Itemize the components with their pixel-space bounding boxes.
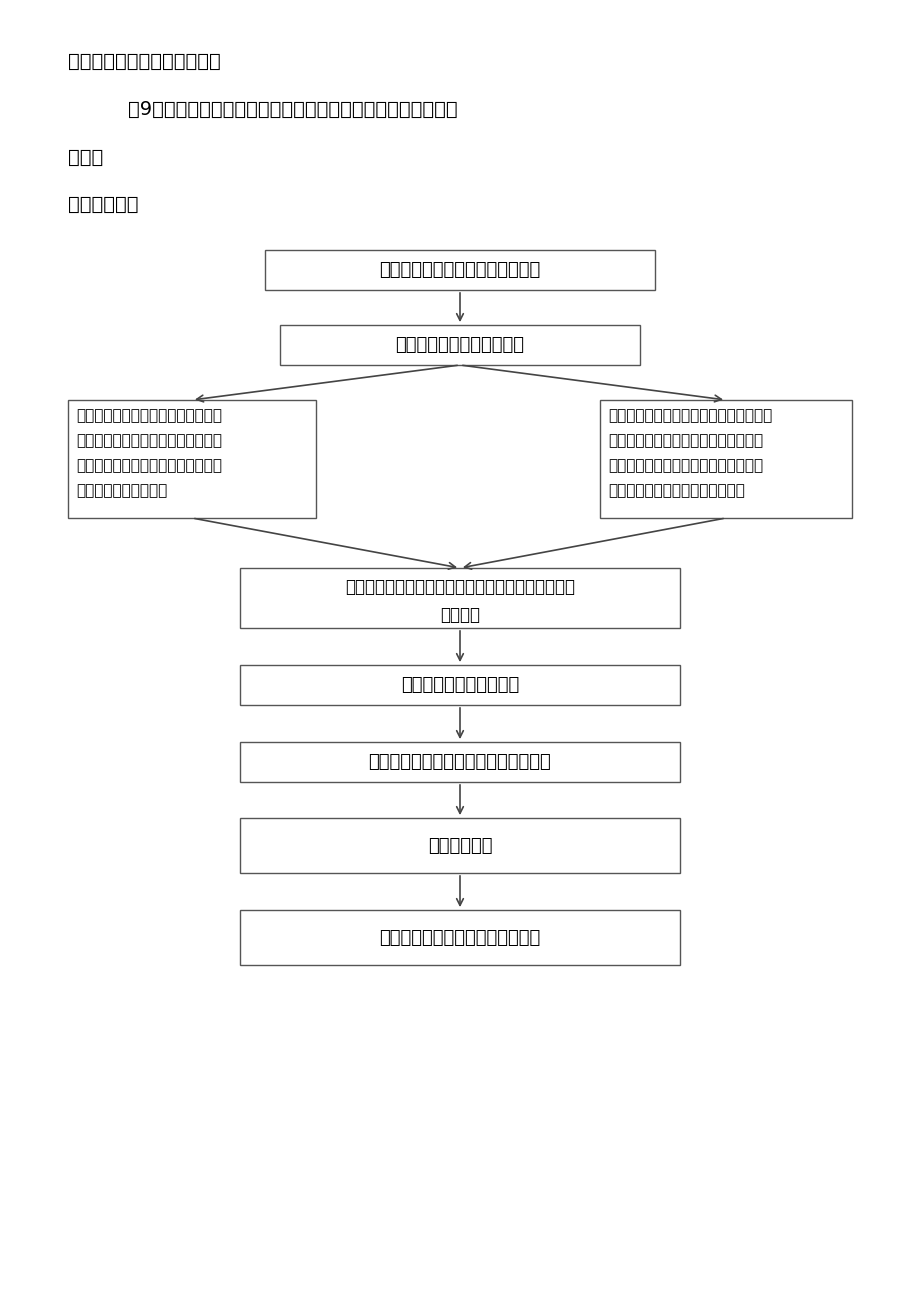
Text: 呼吸机无蓄电功能时，停止使用呼吸机，: 呼吸机无蓄电功能时，停止使用呼吸机，: [607, 409, 771, 423]
Bar: [68, 399, 315, 518]
Text: 将简易呼吸器与患者人工气道相连，病: 将简易呼吸器与患者人工气道相连，病: [607, 433, 762, 448]
Text: 医务人员立即采取补救措施: 医务人员立即采取补救措施: [395, 336, 524, 354]
Text: 部门联系: 部门联系: [439, 606, 480, 624]
Bar: [240, 909, 679, 965]
Bar: [265, 250, 654, 290]
Bar: [240, 818, 679, 873]
Bar: [240, 742, 679, 782]
Text: 单中。: 单中。: [68, 148, 103, 167]
Text: 遵医嘱给予患者药物治疗: 遵医嘱给予患者药物治疗: [401, 677, 518, 693]
Text: （9）护理人员将停电经过及患者生命体征准确记录于护理记录: （9）护理人员将停电经过及患者生命体征准确记录于护理记录: [128, 100, 457, 118]
Text: 呼吸机有蓄电功能时，可继续使用。: 呼吸机有蓄电功能时，可继续使用。: [76, 409, 221, 423]
Text: 剩余电量、呼吸机能否正常工作以及: 剩余电量、呼吸机能否正常工作以及: [76, 458, 221, 474]
Text: 来电后重新调整参数、连接呼吸机: 来电后重新调整参数、连接呼吸机: [379, 929, 540, 947]
Text: 【处理流程】: 【处理流程】: [68, 195, 139, 213]
Text: 将呼吸机与患者呼吸道相接。: 将呼吸机与患者呼吸道相接。: [68, 52, 221, 72]
Text: 人自主呼吸良好，于鼻导管吸氧，严密: 人自主呼吸良好，于鼻导管吸氧，严密: [607, 458, 762, 474]
Text: 不得离开患者，以便随时处理紧急情况: 不得离开患者，以便随时处理紧急情况: [369, 753, 550, 771]
Text: 患者使用呼吸机过程中，突然停电: 患者使用呼吸机过程中，突然停电: [379, 262, 540, 278]
Bar: [240, 665, 679, 705]
Text: 观察病人呼吸、面色、意识等情况: 观察病人呼吸、面色、意识等情况: [607, 483, 744, 498]
Bar: [279, 325, 640, 366]
Bar: [599, 399, 851, 518]
Text: 患者生命体征有无变化: 患者生命体征有无变化: [76, 483, 167, 498]
Text: 使用过程中，密切观察呼吸机蓄电池: 使用过程中，密切观察呼吸机蓄电池: [76, 433, 221, 448]
Bar: [240, 569, 679, 628]
Text: 立即与总务科、医务科、护理部、医务总值班等有关: 立即与总务科、医务科、护理部、医务总值班等有关: [345, 578, 574, 596]
Text: 做好护理记录: 做好护理记录: [427, 837, 492, 855]
